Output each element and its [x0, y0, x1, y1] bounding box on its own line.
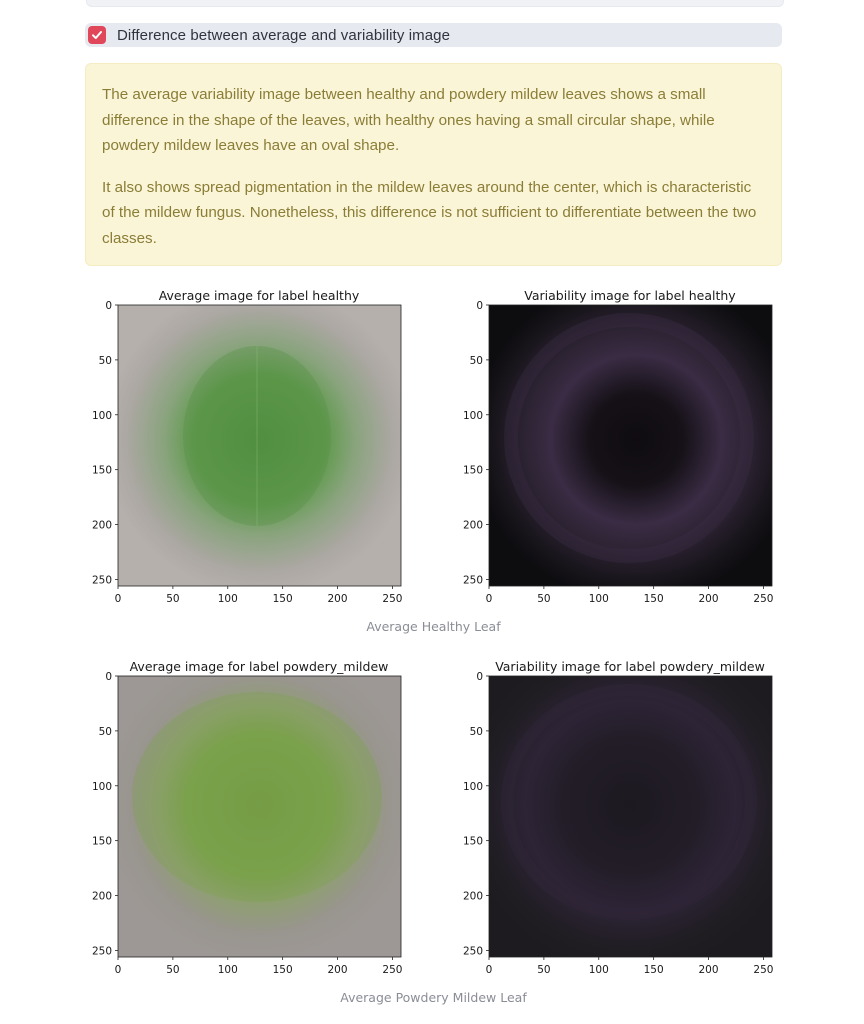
panel-title: Variability image for label healthy	[524, 288, 736, 303]
x-tick-label: 0	[115, 964, 122, 976]
info-paragraph-2: It also shows spread pigmentation in the…	[102, 178, 757, 247]
y-tick-label: 150	[463, 465, 483, 477]
y-tick-label: 250	[92, 945, 112, 957]
panel-variability-mildew: Variability image for label powdery_mild…	[463, 659, 773, 976]
x-tick-label: 150	[644, 593, 664, 605]
y-tick-label: 200	[463, 891, 483, 903]
y-tick-label: 50	[470, 726, 483, 738]
average-mildew-image	[118, 676, 401, 957]
y-tick-label: 150	[92, 836, 112, 848]
x-ticks: 0 50 100 150 200 250	[486, 957, 773, 976]
info-paragraph-1: The average variability image between he…	[102, 86, 715, 154]
x-tick-label: 200	[699, 593, 719, 605]
checkbox-checked-icon[interactable]	[88, 26, 106, 44]
y-ticks: 0 50 100 150 200 250	[92, 300, 118, 586]
x-tick-label: 0	[115, 593, 122, 605]
previous-expander-bottom	[86, 0, 784, 7]
figure-caption: Average Healthy Leaf	[366, 619, 501, 634]
figure-healthy: Average image for label healthy 0 50 100 15…	[85, 286, 782, 646]
panel-title: Average image for label powdery_mildew	[130, 659, 389, 674]
x-tick-label: 200	[328, 593, 348, 605]
info-alert: The average variability image between he…	[85, 63, 782, 266]
x-tick-label: 100	[218, 593, 238, 605]
leaf-ring	[501, 684, 757, 920]
axes-frame	[117, 675, 402, 958]
x-ticks: 0 50 100 150 200 250	[115, 586, 402, 605]
panel-title: Average image for label healthy	[159, 288, 360, 303]
panel-title: Variability image for label powdery_mild…	[495, 659, 765, 674]
y-tick-label: 250	[463, 574, 483, 586]
x-tick-label: 250	[382, 593, 402, 605]
axes-frame	[488, 675, 773, 958]
x-ticks: 0 50 100 150 200 250	[486, 586, 773, 605]
x-tick-label: 50	[166, 593, 179, 605]
leaf-shape	[183, 346, 331, 526]
x-tick-label: 100	[589, 964, 609, 976]
y-tick-label: 150	[463, 836, 483, 848]
y-tick-label: 0	[105, 300, 112, 312]
leaf-shape	[132, 692, 382, 902]
panel-average-mildew: Average image for label powdery_mildew 0…	[92, 659, 402, 976]
panel-variability-healthy: Variability image for label healthy 0 50 1…	[463, 288, 773, 605]
x-tick-label: 200	[328, 964, 348, 976]
panel-average-healthy: Average image for label healthy 0 50 100 15…	[92, 288, 402, 605]
y-tick-label: 50	[99, 726, 112, 738]
x-tick-label: 0	[486, 964, 493, 976]
x-tick-label: 150	[644, 964, 664, 976]
variability-healthy-image	[489, 305, 772, 586]
x-tick-label: 50	[537, 593, 550, 605]
y-ticks: 0 50 100 150 200 250	[463, 671, 489, 957]
leaf-ring	[504, 313, 754, 563]
figure-mildew: Average image for label powdery_mildew 0…	[85, 657, 782, 1017]
y-tick-label: 0	[476, 300, 483, 312]
difference-checkbox-row[interactable]: Difference between average and variabili…	[85, 23, 782, 47]
figure-caption: Average Powdery Mildew Leaf	[340, 990, 527, 1005]
x-tick-label: 50	[166, 964, 179, 976]
y-tick-label: 0	[105, 671, 112, 683]
y-tick-label: 100	[92, 781, 112, 793]
x-ticks: 0 50 100 150 200 250	[115, 957, 402, 976]
x-tick-label: 0	[486, 593, 493, 605]
variability-mildew-image	[489, 676, 772, 957]
checkbox-label[interactable]: Difference between average and variabili…	[117, 26, 451, 44]
y-ticks: 0 50 100 150 200 250	[92, 671, 118, 957]
axes-frame	[117, 304, 402, 587]
y-tick-label: 50	[99, 355, 112, 367]
y-tick-label: 200	[92, 520, 112, 532]
average-healthy-image	[118, 305, 401, 586]
x-tick-label: 200	[699, 964, 719, 976]
y-tick-label: 100	[463, 410, 483, 422]
y-tick-label: 200	[92, 891, 112, 903]
y-tick-label: 200	[463, 520, 483, 532]
x-tick-label: 250	[753, 593, 773, 605]
y-tick-label: 100	[92, 410, 112, 422]
x-tick-label: 150	[273, 964, 293, 976]
y-tick-label: 150	[92, 465, 112, 477]
x-tick-label: 250	[753, 964, 773, 976]
x-tick-label: 50	[537, 964, 550, 976]
y-tick-label: 50	[470, 355, 483, 367]
y-tick-label: 0	[476, 671, 483, 683]
x-tick-label: 250	[382, 964, 402, 976]
x-tick-label: 100	[218, 964, 238, 976]
y-tick-label: 250	[463, 945, 483, 957]
figure-healthy-svg: Average image for label healthy 0 50 100 15…	[92, 288, 773, 605]
axes-frame	[488, 304, 773, 587]
y-tick-label: 250	[92, 574, 112, 586]
x-tick-label: 150	[273, 593, 293, 605]
x-tick-label: 100	[589, 593, 609, 605]
y-ticks: 0 50 100 150 200 250	[463, 300, 489, 586]
figure-mildew-svg: Average image for label powdery_mildew 0…	[92, 659, 773, 976]
y-tick-label: 100	[463, 781, 483, 793]
